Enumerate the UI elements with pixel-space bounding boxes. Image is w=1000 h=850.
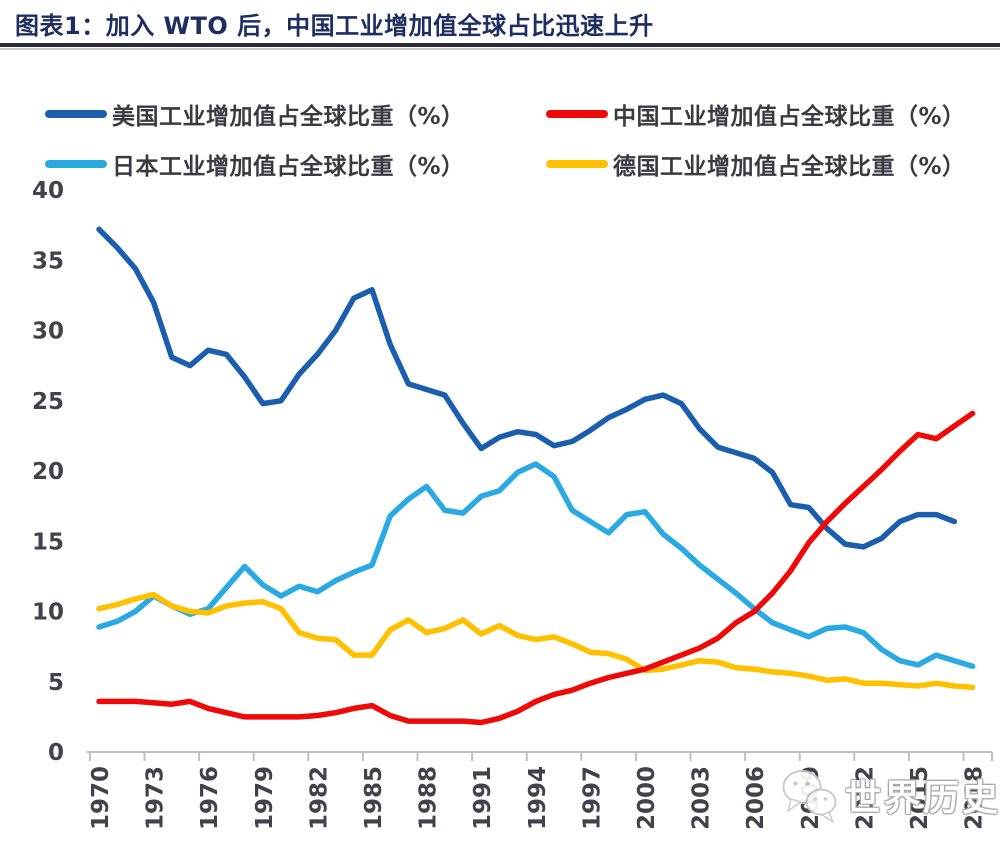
line-de — [96, 591, 976, 691]
wechat-icon — [782, 770, 837, 823]
legend-swatch-de — [546, 160, 608, 168]
y-tick-label: 0 — [48, 740, 64, 766]
line-cn — [96, 410, 976, 726]
x-tick-label: 1976 — [197, 766, 223, 830]
legend-swatch-cn — [546, 110, 608, 118]
x-tick-label: 1994 — [525, 766, 551, 830]
line-us — [96, 226, 958, 550]
legend-label-jp: 日本工业增加值占全球比重（%） — [112, 154, 465, 180]
legend-swatch-us — [45, 110, 107, 118]
legend-item-de: 德国工业增加值占全球比重（%） — [546, 150, 966, 180]
legend-item-cn: 中国工业增加值占全球比重（%） — [546, 100, 966, 130]
x-tick-label: 1970 — [88, 766, 114, 830]
x-tick-label: 1988 — [416, 766, 442, 830]
y-tick-label: 30 — [32, 319, 64, 345]
x-tick-label: 2003 — [689, 766, 715, 830]
y-tick-label: 40 — [32, 178, 64, 204]
y-tick-label: 35 — [32, 248, 64, 274]
x-tick-label: 1991 — [470, 766, 496, 830]
x-tick-label: 2000 — [634, 766, 660, 830]
x-tick-label: 2006 — [743, 766, 769, 830]
x-tick-label: 2015 — [907, 766, 933, 830]
x-tick-label: 2012 — [852, 766, 878, 830]
watermark: 世界历史网 — [779, 766, 1000, 824]
y-tick-label: 15 — [32, 529, 64, 555]
x-tick-label: 1997 — [579, 766, 605, 830]
legend-label-de: 德国工业增加值占全球比重（%） — [613, 154, 966, 180]
line-jp — [96, 461, 976, 670]
x-tick-label: 1985 — [361, 766, 387, 830]
legend-label-cn: 中国工业增加值占全球比重（%） — [613, 104, 966, 130]
x-tick-label: 2018 — [962, 766, 988, 830]
legend-label-us: 美国工业增加值占全球比重（%） — [112, 104, 465, 130]
y-tick-label: 20 — [32, 459, 64, 485]
legend-item-us: 美国工业增加值占全球比重（%） — [45, 100, 465, 130]
x-tick-label: 1973 — [143, 766, 169, 830]
x-tick-label: 1979 — [252, 766, 278, 830]
x-tick-label: 1982 — [306, 766, 332, 830]
chart-canvas: 1970 1973 1976 1979 1982 1985 1988 1991 1994 1997… — [32, 178, 993, 830]
line-chart: 1970 1973 1976 1979 1982 1985 1988 1991 1994 1997… — [0, 170, 1000, 850]
legend-item-jp: 日本工业增加值占全球比重（%） — [45, 150, 465, 180]
y-tick-label: 25 — [32, 389, 64, 415]
y-tick-label: 5 — [48, 670, 64, 696]
title-divider — [0, 43, 1000, 51]
watermark-text: 世界历史网 — [845, 778, 1000, 819]
page-title: 图表1：加入 WTO 后，中国工业增加值全球占比迅速上升 — [15, 12, 654, 40]
y-tick-label: 10 — [32, 600, 64, 626]
legend-swatch-jp — [45, 160, 107, 168]
